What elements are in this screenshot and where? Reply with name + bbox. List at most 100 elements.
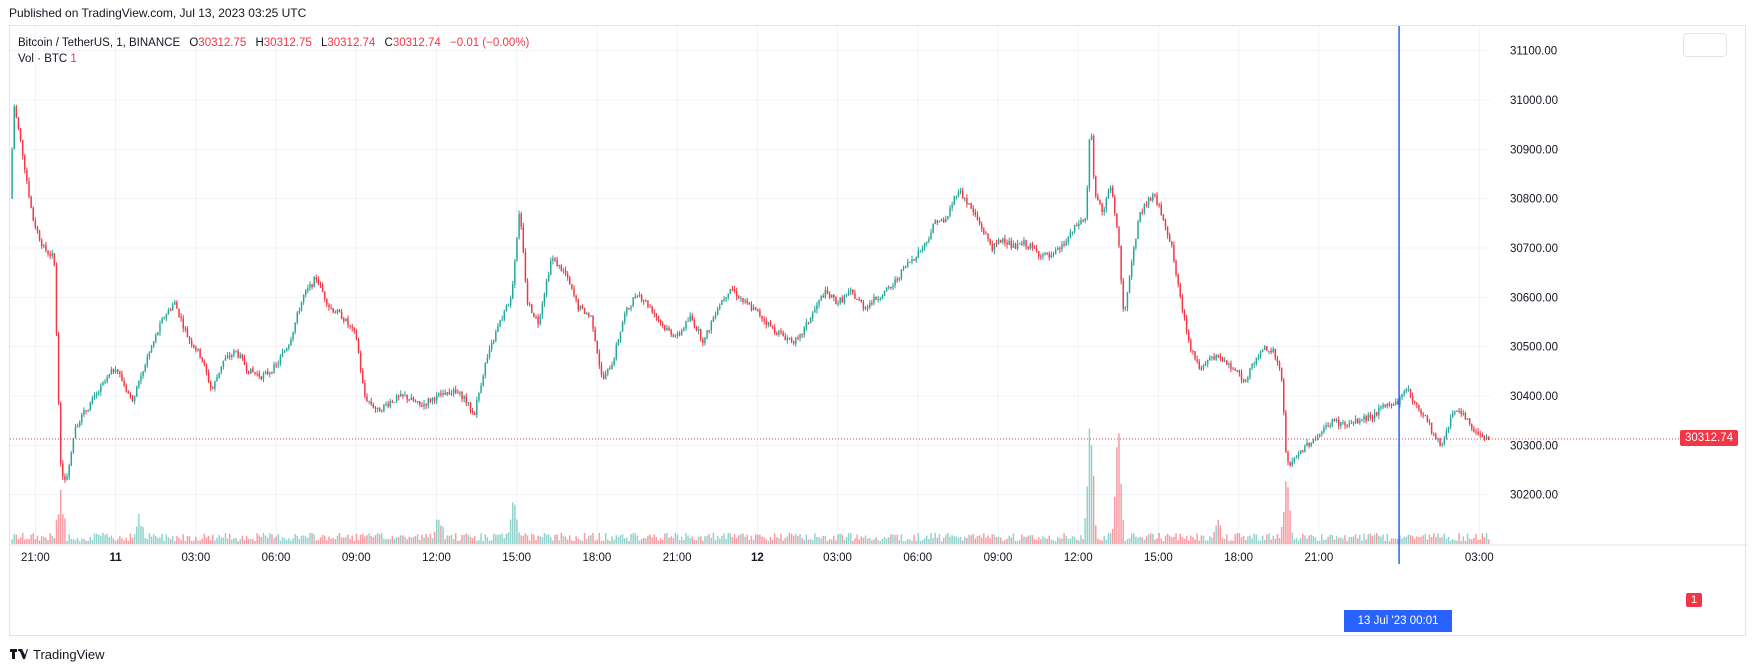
candle-body: [710, 321, 713, 331]
candle-body: [617, 340, 620, 345]
volume-bar: [824, 535, 827, 544]
volume-bar: [1333, 539, 1336, 544]
low-value: 30312.74: [327, 37, 376, 49]
candle-body: [1092, 136, 1095, 177]
tradingview-brand[interactable]: TradingView: [10, 646, 105, 662]
volume-bar: [497, 534, 499, 544]
volume-bar: [218, 535, 220, 544]
volume-bar: [873, 539, 875, 544]
candle-body: [1048, 253, 1051, 258]
volume-bar: [72, 539, 75, 544]
candle-body: [1382, 404, 1384, 408]
candle-body: [1109, 187, 1112, 192]
candle-body: [868, 303, 871, 308]
volume-bar: [782, 540, 784, 544]
candle-body: [459, 391, 461, 394]
volume-label[interactable]: Vol · BTC: [18, 53, 68, 65]
candle-body: [1128, 276, 1131, 293]
candle-body: [983, 228, 985, 234]
volume-bar: [864, 535, 867, 544]
volume-bar: [165, 534, 168, 544]
candle-body: [697, 329, 700, 331]
candle-body: [1240, 372, 1243, 380]
candle-body: [28, 181, 30, 197]
candle-body: [752, 307, 755, 311]
volume-bar: [676, 534, 679, 544]
candle-body: [271, 372, 273, 374]
volume-bar: [1228, 540, 1230, 544]
candle-body: [995, 243, 998, 245]
candle-body: [484, 363, 487, 376]
volume-bar: [182, 534, 184, 544]
volume-bar: [890, 534, 892, 544]
candle-body: [1356, 418, 1359, 423]
candle-body: [1029, 243, 1032, 249]
chart-frame[interactable]: 30200.00 30300.00 30400.00 30500.00 30600.00…: [9, 25, 1747, 637]
volume-bar: [583, 532, 586, 544]
candle-body: [288, 345, 290, 349]
volume-bar: [1359, 535, 1361, 544]
volume-bar: [585, 539, 588, 544]
volume-bar: [746, 534, 748, 544]
time-tick-label: 18:00: [583, 552, 612, 564]
candle-body: [203, 361, 206, 365]
volume-bar: [501, 533, 503, 544]
candle-body: [1291, 461, 1293, 466]
candle-body: [1445, 431, 1448, 439]
volume-bar: [1139, 536, 1141, 544]
candle-body: [512, 284, 514, 299]
volume-bar: [264, 535, 267, 544]
candle-body: [649, 306, 651, 308]
volume-bar: [980, 537, 983, 544]
volume-bar: [1179, 533, 1181, 544]
candle-body: [476, 400, 478, 415]
volume-bar: [300, 535, 303, 544]
candle-body: [904, 266, 907, 268]
candle-body: [492, 341, 495, 344]
candle-body: [989, 238, 991, 245]
candle-body: [1033, 247, 1036, 249]
candle-body: [1475, 431, 1477, 433]
candle-body: [1321, 431, 1323, 435]
volume-bar: [395, 537, 398, 544]
candle-body: [790, 338, 793, 342]
candle-body: [30, 196, 32, 208]
candle-body: [497, 325, 499, 332]
volume-bar: [486, 537, 489, 544]
candle-body: [562, 270, 565, 272]
volume-bar: [1247, 536, 1249, 544]
price-scale-button[interactable]: [1683, 33, 1727, 57]
volume-bar: [518, 532, 520, 544]
volume-bar: [930, 533, 932, 544]
volume-bar: [959, 536, 962, 544]
candle-body: [1479, 433, 1481, 435]
candle-body: [594, 328, 596, 341]
volume-bar: [997, 536, 1000, 544]
volume-bar: [1346, 540, 1348, 544]
candle-body: [1002, 238, 1004, 243]
candle-body: [366, 396, 368, 402]
candle-body: [1270, 350, 1272, 353]
volume-bar: [638, 540, 641, 544]
candle-body: [70, 452, 72, 466]
candle-body: [1318, 434, 1321, 437]
volume-bar: [1086, 486, 1089, 544]
volume-bar: [993, 534, 996, 544]
volume-bar: [1310, 534, 1312, 544]
candle-body: [940, 219, 943, 221]
volume-bar: [47, 540, 49, 544]
volume-bar: [222, 537, 225, 544]
candle-body: [860, 300, 863, 303]
candle-body: [275, 364, 277, 366]
candle-body: [719, 305, 721, 309]
volume-bar: [1183, 538, 1186, 544]
volume-bar: [683, 539, 685, 544]
candle-body: [385, 403, 387, 405]
chart-canvas[interactable]: 30200.00 30300.00 30400.00 30500.00 30600.00…: [10, 26, 1747, 637]
candle-body: [615, 344, 617, 360]
candle-body: [43, 245, 45, 247]
candle-body: [721, 300, 723, 306]
volume-bar: [1460, 540, 1462, 544]
candle-body: [1145, 204, 1148, 206]
symbol-name[interactable]: Bitcoin / TetherUS, 1, BINANCE: [18, 37, 181, 49]
